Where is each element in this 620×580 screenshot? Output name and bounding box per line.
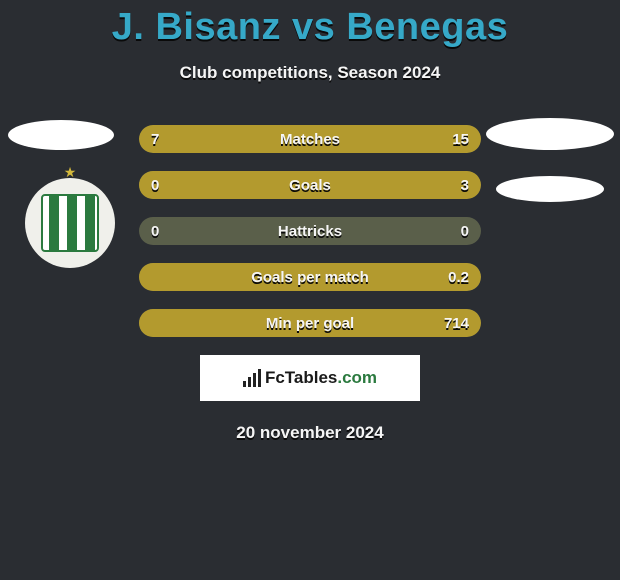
branding-box: FcTables.com [200,355,420,401]
team-badge-left: ★ [25,178,115,268]
branding-suffix: .com [337,368,377,387]
stat-value-right: 714 [444,309,469,337]
stat-label: Matches [139,125,481,153]
bars-icon [243,369,261,387]
badge-shield-icon [41,194,99,252]
stat-value-right: 0 [461,217,469,245]
decorative-blob [496,176,604,202]
stat-row: Hattricks0 0 [139,217,481,245]
decorative-blob [486,118,614,150]
stat-row: Goals per match0.2 [139,263,481,291]
star-icon: ★ [64,164,77,181]
stat-value-right: 0.2 [448,263,469,291]
stat-value-left: 7 [151,125,159,153]
stat-row: Min per goal714 [139,309,481,337]
stat-row: Goals0 3 [139,171,481,199]
stat-label: Min per goal [139,309,481,337]
stat-value-right: 3 [461,171,469,199]
date-label: 20 november 2024 [0,423,620,443]
page-title: J. Bisanz vs Benegas [0,0,620,49]
branding-name: FcTables [265,368,337,387]
stat-label: Goals per match [139,263,481,291]
stat-value-left: 0 [151,171,159,199]
stat-value-left: 0 [151,217,159,245]
page-subtitle: Club competitions, Season 2024 [0,63,620,83]
comparison-chart: Matches715Goals03Hattricks00Goals per ma… [139,125,481,337]
decorative-blob [8,120,114,150]
stat-label: Goals [139,171,481,199]
stat-row: Matches7 15 [139,125,481,153]
stat-value-right: 15 [452,125,469,153]
branding-text: FcTables.com [265,368,377,388]
stat-label: Hattricks [139,217,481,245]
